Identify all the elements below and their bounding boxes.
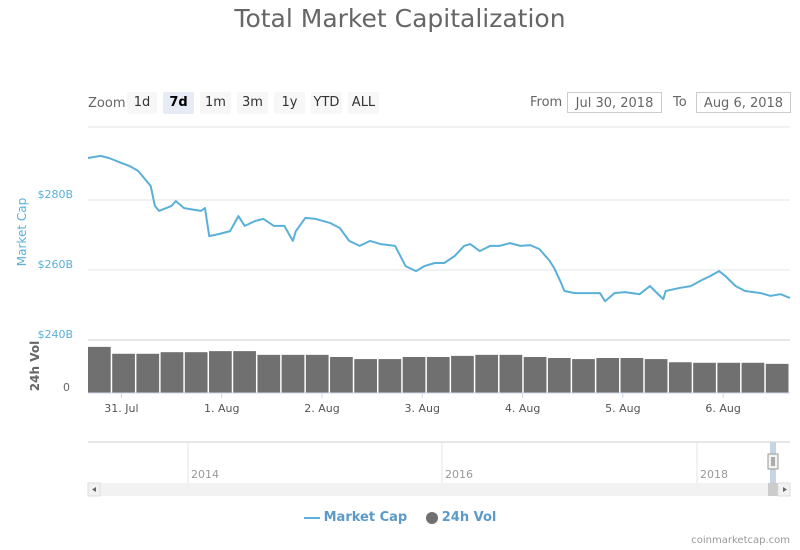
zoom-button-all[interactable]: ALL: [348, 92, 379, 114]
volume-bar: [596, 358, 620, 393]
y-tick-label: $240B: [37, 328, 73, 341]
y-tick-label: $280B: [37, 188, 73, 201]
chart-title: Total Market Capitalization: [234, 4, 566, 33]
to-date-input[interactable]: Aug 6, 2018: [696, 92, 791, 113]
volume-bar: [693, 362, 716, 393]
circle-swatch-icon: [425, 511, 438, 524]
scrollbar-thumb[interactable]: [768, 483, 778, 496]
zoom-label: Zoom: [88, 96, 126, 111]
from-label: From: [530, 95, 563, 110]
zoom-button-7d[interactable]: 7d: [163, 92, 194, 114]
navigator[interactable]: 2014 2016 2018: [88, 441, 790, 483]
navigator-year-label: 2016: [445, 468, 473, 481]
volume-bar: [402, 356, 426, 393]
volume-bar: [209, 351, 232, 393]
volume-bar: [233, 351, 256, 393]
x-tick-label: 1. Aug: [204, 402, 239, 415]
volume-bar: [523, 356, 547, 393]
volume-bar: [572, 359, 595, 393]
volume-bar: [88, 346, 111, 393]
volume-bar: [305, 354, 329, 393]
volume-bar: [717, 362, 741, 393]
navigator-year-label: 2018: [700, 468, 728, 481]
from-date-input[interactable]: Jul 30, 2018: [567, 92, 662, 113]
volume-bar: [499, 354, 523, 393]
zoom-button-1m[interactable]: 1m: [200, 92, 231, 114]
volume-bar: [644, 359, 668, 393]
volume-bar: [378, 359, 402, 393]
volume-bar: [765, 363, 789, 393]
zoom-button-3m[interactable]: 3m: [237, 92, 268, 114]
market-cap-line: [87, 154, 791, 303]
x-tick-label: 4. Aug: [505, 402, 540, 415]
volume-bar: [451, 355, 474, 393]
legend: Market Cap 24h Vol: [0, 510, 800, 525]
volume-bar: [620, 358, 644, 393]
navigator-year-label: 2014: [191, 468, 219, 481]
x-tick-label: 3. Aug: [405, 402, 440, 415]
arrow-right-icon: [783, 487, 787, 492]
volume-bar: [281, 354, 305, 393]
x-tick-label: 31. Jul: [104, 402, 138, 415]
x-tick-label: 5. Aug: [605, 402, 640, 415]
volume-bar: [475, 354, 499, 393]
volume-bar: [426, 356, 450, 393]
zoom-button-ytd[interactable]: YTD: [311, 92, 342, 114]
x-tick-label: 2. Aug: [304, 402, 339, 415]
navigator-handle[interactable]: [767, 453, 779, 470]
volume-bar: [547, 358, 571, 393]
scrollbar[interactable]: [87, 482, 791, 497]
volume-bar: [257, 354, 281, 393]
volume-bar: [112, 353, 135, 393]
zoom-button-1d[interactable]: 1d: [127, 92, 157, 114]
line-swatch-icon: [303, 516, 320, 519]
volume-bar: [184, 352, 208, 393]
volume-bar: [136, 353, 160, 393]
volume-bar: [354, 359, 377, 393]
y-axis-label: Market Cap: [15, 198, 29, 266]
volume-bar: [160, 352, 184, 393]
zoom-button-1y[interactable]: 1y: [274, 92, 305, 114]
legend-item-market-cap[interactable]: Market Cap: [303, 510, 407, 525]
to-label: To: [673, 95, 687, 110]
x-tick-label: 6. Aug: [705, 402, 740, 415]
volume-tick-label: 0: [63, 381, 70, 394]
y-tick-label: $260B: [37, 258, 73, 271]
volume-bar: [668, 362, 692, 393]
credits-link[interactable]: coinmarketcap.com: [691, 535, 790, 546]
volume-bar: [741, 362, 765, 393]
legend-item-24h-vol[interactable]: 24h Vol: [425, 510, 496, 525]
arrow-left-icon: [92, 487, 96, 492]
volume-bar: [330, 356, 353, 393]
volume-axis-label: 24h Vol: [28, 341, 42, 391]
